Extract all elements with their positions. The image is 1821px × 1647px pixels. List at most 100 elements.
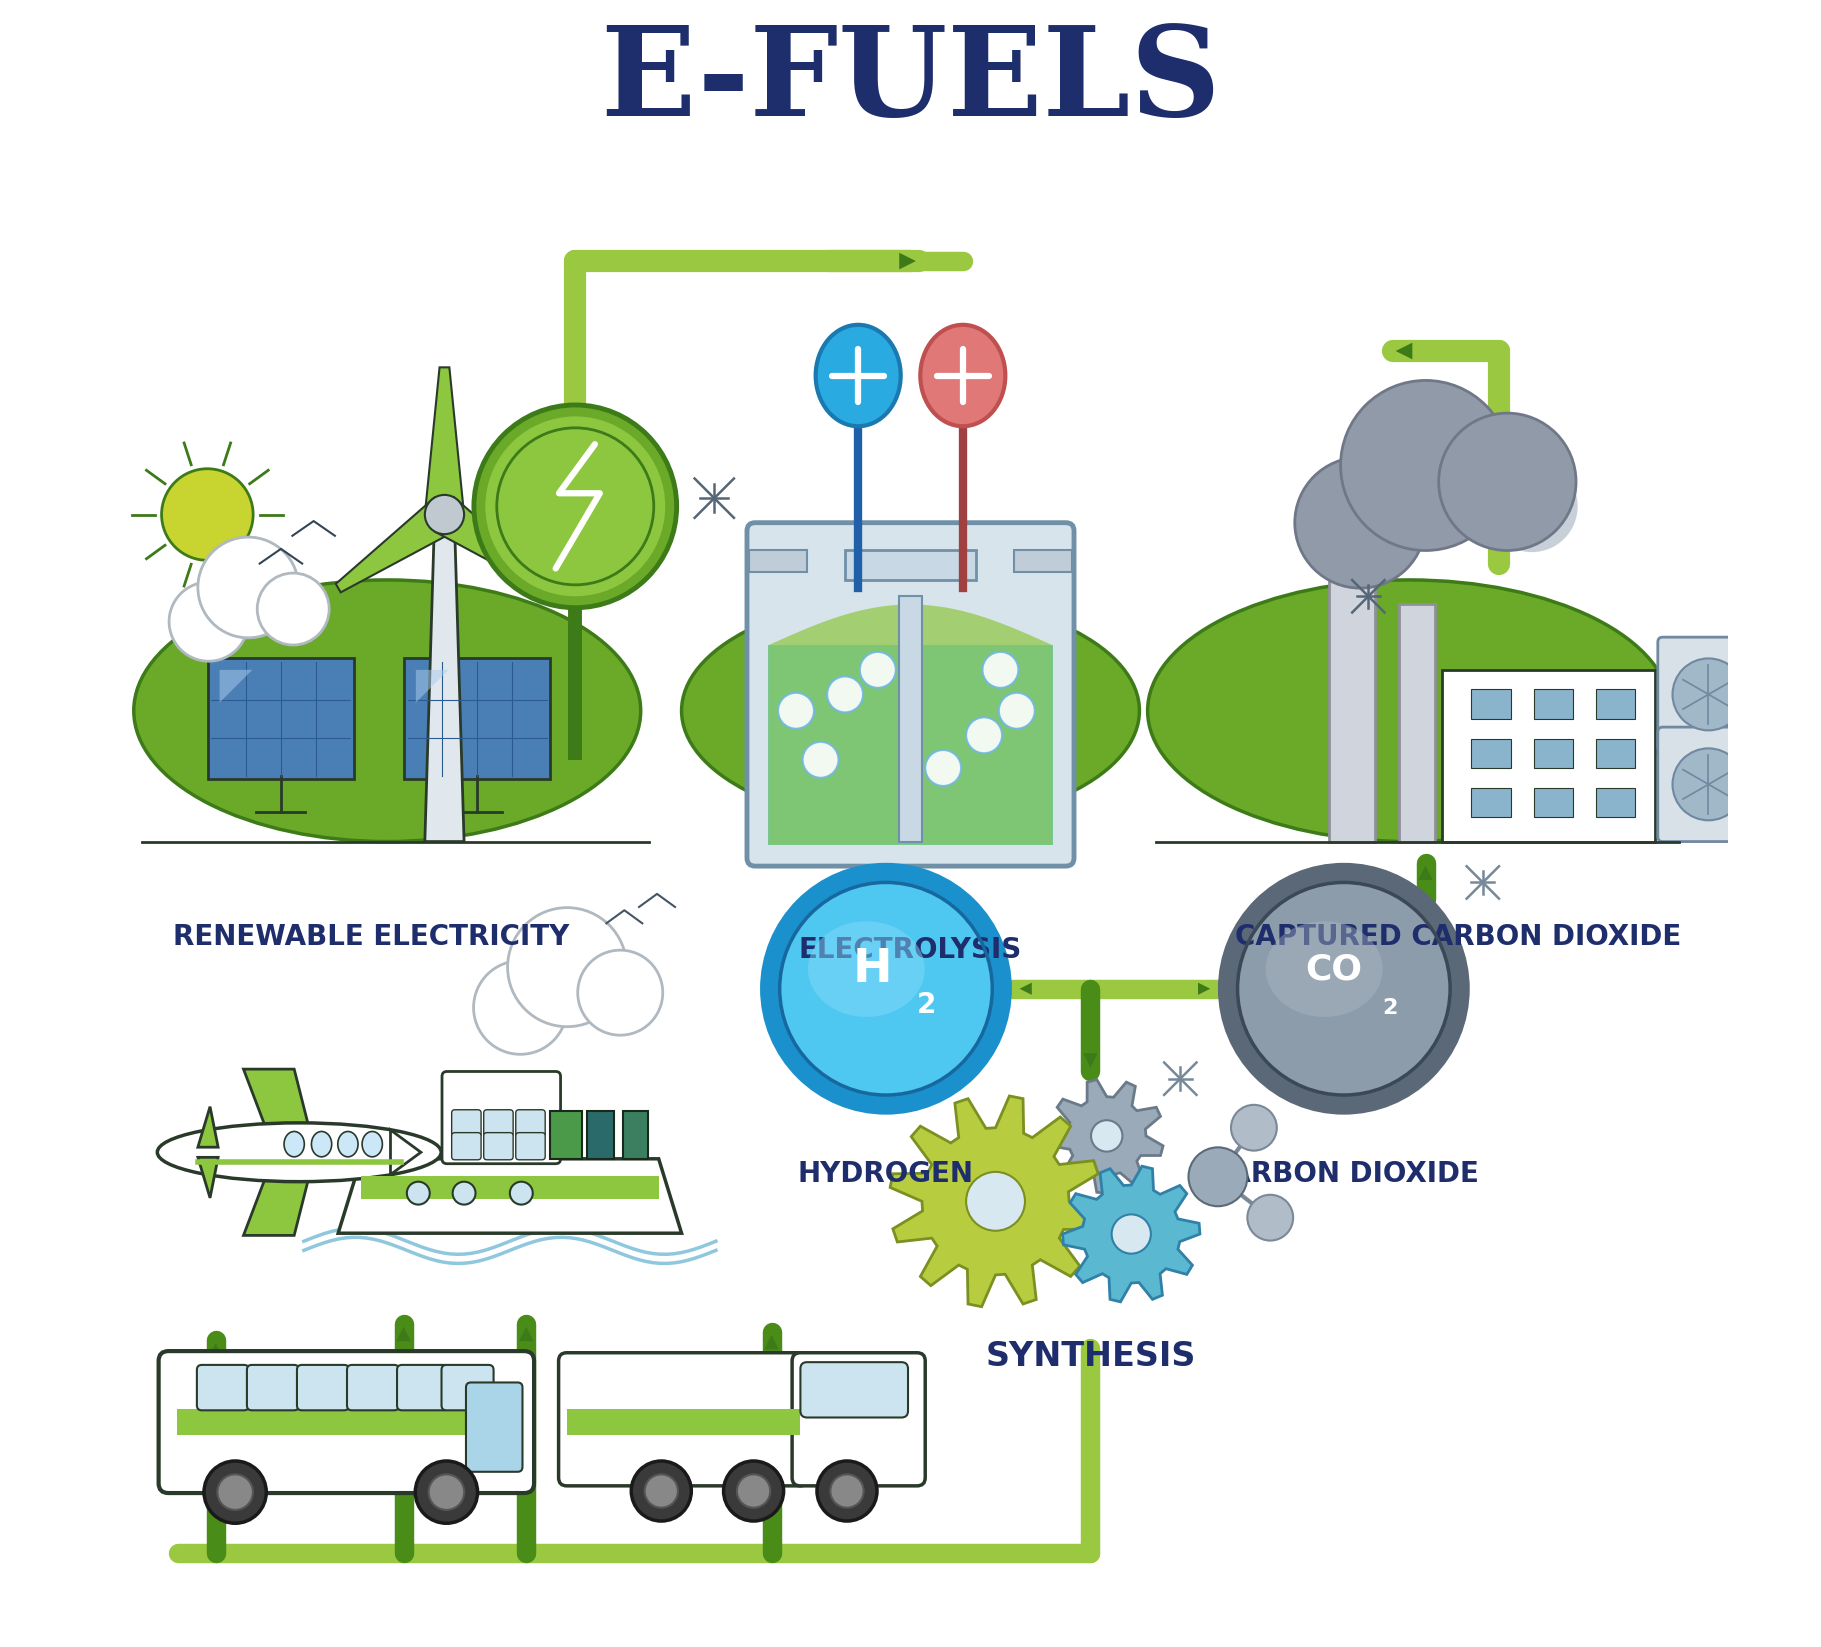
Text: H: H [852,947,892,991]
Circle shape [1091,1120,1122,1151]
Circle shape [424,494,464,534]
FancyBboxPatch shape [441,1365,493,1410]
Circle shape [759,863,1012,1115]
Circle shape [1295,458,1426,588]
FancyBboxPatch shape [586,1110,614,1159]
Ellipse shape [681,596,1140,825]
Circle shape [428,1474,464,1510]
FancyBboxPatch shape [748,550,807,572]
Circle shape [406,1181,430,1204]
FancyBboxPatch shape [404,659,550,779]
FancyBboxPatch shape [208,659,353,779]
FancyBboxPatch shape [1595,738,1635,768]
Polygon shape [415,670,448,703]
Ellipse shape [362,1131,382,1156]
Ellipse shape [816,324,901,427]
FancyBboxPatch shape [348,1365,399,1410]
FancyBboxPatch shape [297,1365,350,1410]
Ellipse shape [284,1131,304,1156]
Polygon shape [1049,1079,1164,1192]
FancyBboxPatch shape [1533,690,1573,720]
FancyBboxPatch shape [177,1408,515,1436]
Text: SYNTHESIS: SYNTHESIS [985,1341,1196,1374]
Circle shape [162,469,253,560]
FancyBboxPatch shape [1471,690,1511,720]
Polygon shape [335,497,453,593]
Circle shape [860,652,896,688]
Circle shape [1340,380,1511,550]
Circle shape [818,1461,878,1522]
Polygon shape [424,367,464,514]
Polygon shape [198,1158,219,1197]
Circle shape [1231,1105,1277,1151]
Polygon shape [890,1095,1102,1306]
Circle shape [967,718,1002,753]
Circle shape [738,1474,770,1507]
FancyBboxPatch shape [768,646,1053,845]
FancyBboxPatch shape [792,1352,925,1486]
FancyBboxPatch shape [550,1110,583,1159]
Circle shape [1111,1214,1151,1253]
Circle shape [1439,413,1575,550]
Circle shape [473,405,677,608]
Circle shape [486,417,665,596]
Polygon shape [244,1155,315,1235]
Circle shape [925,749,961,786]
Polygon shape [198,1107,219,1148]
Ellipse shape [133,580,641,842]
FancyBboxPatch shape [515,1133,544,1159]
Circle shape [830,1474,863,1507]
Circle shape [257,573,330,646]
FancyBboxPatch shape [197,1365,249,1410]
Circle shape [217,1474,253,1510]
Circle shape [803,741,838,777]
Polygon shape [435,497,554,593]
Polygon shape [1063,1166,1200,1301]
FancyBboxPatch shape [484,1133,514,1159]
FancyBboxPatch shape [452,1133,481,1159]
Circle shape [1355,395,1448,488]
FancyBboxPatch shape [900,596,921,842]
Polygon shape [390,1130,421,1174]
FancyBboxPatch shape [1533,787,1573,817]
Circle shape [473,960,566,1054]
Ellipse shape [920,324,1005,427]
Circle shape [169,581,248,660]
FancyBboxPatch shape [1329,555,1375,842]
Circle shape [779,883,992,1095]
Circle shape [204,1461,266,1523]
Ellipse shape [1147,580,1672,842]
Circle shape [1218,863,1470,1115]
FancyBboxPatch shape [1533,738,1573,768]
Circle shape [510,1181,534,1204]
FancyBboxPatch shape [1657,726,1757,842]
FancyBboxPatch shape [1442,670,1655,842]
Polygon shape [220,670,253,703]
Text: CAPTURED CARBON DIOXIDE: CAPTURED CARBON DIOXIDE [1235,924,1681,952]
Circle shape [1672,748,1745,820]
Circle shape [1247,1194,1293,1240]
Circle shape [632,1461,692,1522]
FancyBboxPatch shape [845,550,976,580]
PathPatch shape [768,604,1053,845]
FancyBboxPatch shape [484,1110,514,1136]
Ellipse shape [337,1131,359,1156]
FancyBboxPatch shape [158,1351,534,1494]
Text: ELECTROLYSIS: ELECTROLYSIS [799,937,1022,965]
FancyBboxPatch shape [559,1352,809,1486]
FancyBboxPatch shape [515,1110,544,1136]
Circle shape [1189,1148,1247,1206]
Polygon shape [244,1069,315,1150]
Circle shape [453,1181,475,1204]
Text: 2: 2 [1382,998,1397,1018]
FancyBboxPatch shape [248,1365,299,1410]
Text: E-FUELS: E-FUELS [601,21,1220,142]
Circle shape [723,1461,783,1522]
Circle shape [827,677,863,713]
Polygon shape [424,514,464,842]
Circle shape [998,693,1034,728]
FancyBboxPatch shape [1595,787,1635,817]
Circle shape [778,693,814,728]
FancyBboxPatch shape [801,1362,909,1418]
FancyBboxPatch shape [452,1110,481,1136]
